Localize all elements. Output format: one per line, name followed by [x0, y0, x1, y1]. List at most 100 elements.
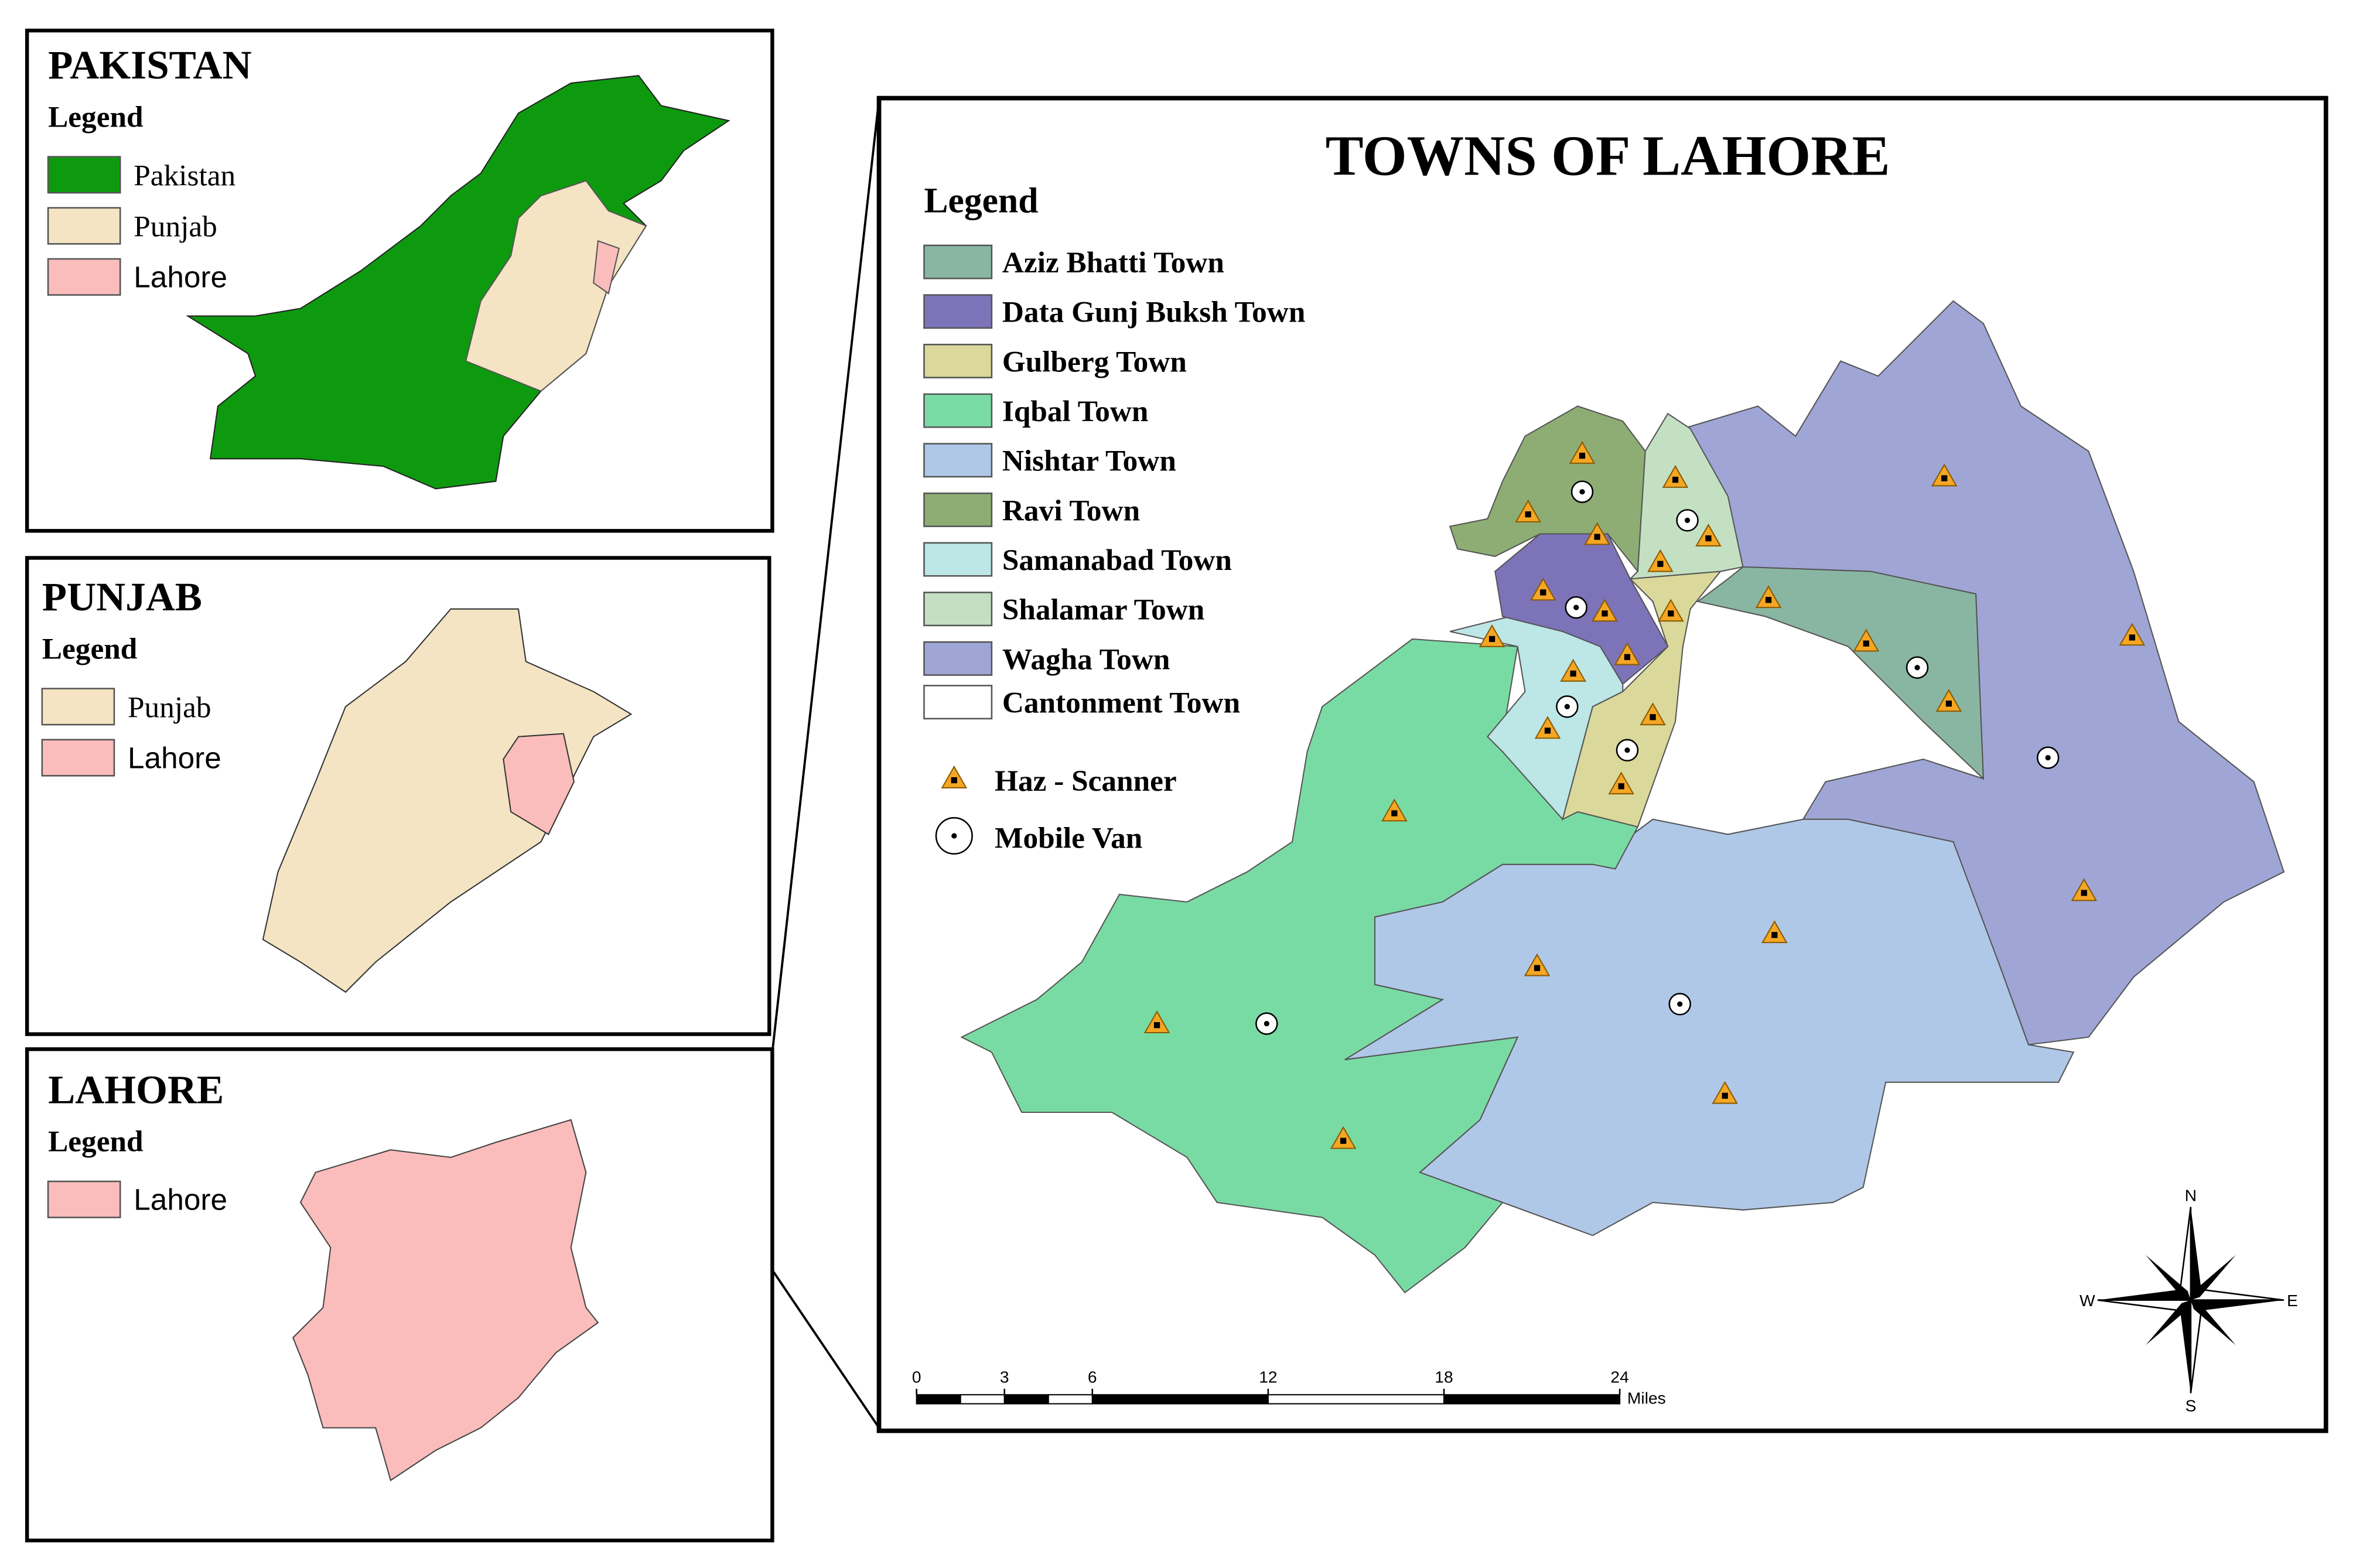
mobile-van-dot: [1573, 604, 1579, 610]
haz-scanner-dot: [1672, 476, 1679, 483]
legend-swatch: [923, 443, 993, 478]
compass-s: S: [2185, 1396, 2196, 1415]
mobile-van-dot: [2045, 754, 2051, 761]
lahore-shape: [292, 1119, 599, 1482]
connector: [771, 99, 880, 1053]
haz-scanner-dot: [1771, 932, 1778, 938]
scale-label: 18: [1435, 1368, 1453, 1386]
haz-scanner-icon: [1614, 642, 1641, 665]
compass-w: W: [2080, 1291, 2095, 1310]
haz-scanner-dot: [2081, 890, 2087, 896]
compass-n: N: [2185, 1186, 2197, 1204]
legend-swatch: [923, 244, 993, 279]
legend-swatch: [41, 739, 115, 777]
legend-swatch: [47, 156, 121, 194]
haz-scanner-dot: [1544, 727, 1551, 734]
mobile-van-dot: [1677, 1001, 1683, 1007]
haz-scanner-dot: [1525, 511, 1531, 518]
legend-swatch: [47, 258, 121, 296]
legend-swatch: [923, 641, 993, 676]
town-area: [1696, 566, 1984, 781]
mobile-van-dot: [1684, 517, 1691, 523]
scale-unit: Miles: [1627, 1389, 1666, 1408]
compass-e: E: [2287, 1291, 2298, 1310]
legend-label: Cantonment Town: [1002, 686, 1240, 720]
legend-swatch: [47, 207, 121, 245]
haz-scanner-dot: [1579, 452, 1586, 459]
legend-label: Nishtar Town: [1002, 445, 1176, 478]
legend-label: Iqbal Town: [1002, 395, 1149, 428]
haz-scanner-icon: [1534, 716, 1561, 739]
haz-scanner-dot: [1941, 475, 1948, 481]
legend-swatch: [923, 492, 993, 527]
legend-swatch: [923, 542, 993, 577]
legend-label: Wagha Town: [1002, 643, 1170, 676]
haz-scanner-dot: [1534, 965, 1541, 971]
legend-title: Legend: [48, 100, 143, 134]
legend-swatch: [923, 294, 993, 329]
pakistan-shape: [186, 74, 730, 490]
legend-swatch: [923, 343, 993, 378]
mobile-van-dot: [1264, 1021, 1269, 1027]
haz-scanner-dot: [1570, 670, 1576, 677]
haz-scanner-dot: [1863, 640, 1869, 647]
mobile-van-dot: [1624, 747, 1630, 753]
legend-swatch: [923, 685, 993, 720]
scale-label: 0: [912, 1368, 921, 1386]
mobile-van-dot: [1564, 703, 1570, 710]
legend-label: Shalamar Town: [1002, 593, 1204, 627]
haz-scanner-dot: [1540, 589, 1546, 596]
legend-title: Legend: [42, 632, 137, 665]
haz-scanner-dot: [2129, 634, 2135, 641]
scale-segment: [1047, 1394, 1093, 1405]
punjab-shape: [465, 180, 647, 392]
legend-label: Lahore: [134, 261, 227, 294]
scale-segment: [916, 1394, 961, 1405]
legend-label: Gulberg Town: [1002, 345, 1187, 378]
haz-scanner-dot: [1657, 561, 1664, 567]
haz-scanner-dot: [1153, 1022, 1160, 1029]
punjab-shape: [262, 608, 633, 993]
haz-scanner-dot: [1602, 610, 1608, 617]
legend-swatch: [923, 592, 993, 627]
legend-label: Data Gunj Buksh Town: [1002, 296, 1306, 329]
scale-segment: [1443, 1394, 1621, 1405]
panel-title: PAKISTAN: [48, 42, 252, 87]
panel-title: PUNJAB: [42, 574, 202, 619]
scale-segment: [1091, 1394, 1269, 1405]
main-title: TOWNS OF LAHORE: [1326, 124, 1890, 187]
mobile-van-dot: [951, 833, 957, 839]
town-area: [1562, 571, 1722, 828]
legend-label: Pakistan: [134, 159, 235, 192]
haz-scanner-dot: [1650, 714, 1656, 720]
scale-label: 6: [1088, 1368, 1097, 1386]
scale-label: 24: [1610, 1368, 1628, 1386]
legend-title: Legend: [924, 180, 1039, 220]
legend-title: Legend: [48, 1125, 143, 1159]
legend-label: Aziz Bhatti Town: [1002, 246, 1224, 279]
legend-label: Mobile Van: [995, 822, 1142, 855]
haz-scanner-dot: [1340, 1137, 1347, 1144]
haz-scanner-dot: [1668, 610, 1674, 617]
scale-segment: [960, 1394, 1005, 1405]
mobile-van-dot: [1914, 665, 1920, 671]
legend-label: Punjab: [128, 691, 211, 724]
mobile-van-dot: [1579, 488, 1585, 495]
legend-label: Haz - Scanner: [995, 764, 1177, 798]
connector: [771, 1269, 880, 1429]
scale-label: 3: [1000, 1368, 1009, 1386]
legend-label: Samanabad Town: [1002, 544, 1232, 577]
town-area: [960, 638, 1639, 1294]
scale-label: 12: [1259, 1368, 1277, 1386]
lahore-shape: [593, 240, 620, 295]
haz-scanner-dot: [1618, 783, 1624, 790]
haz-scanner-dot: [1624, 654, 1631, 660]
scale-segment: [1267, 1394, 1445, 1405]
haz-scanner-dot: [951, 777, 957, 784]
haz-scanner-dot: [1594, 534, 1600, 540]
legend-swatch: [41, 688, 115, 726]
haz-scanner-dot: [1945, 701, 1952, 707]
legend-swatch: [47, 1180, 121, 1218]
